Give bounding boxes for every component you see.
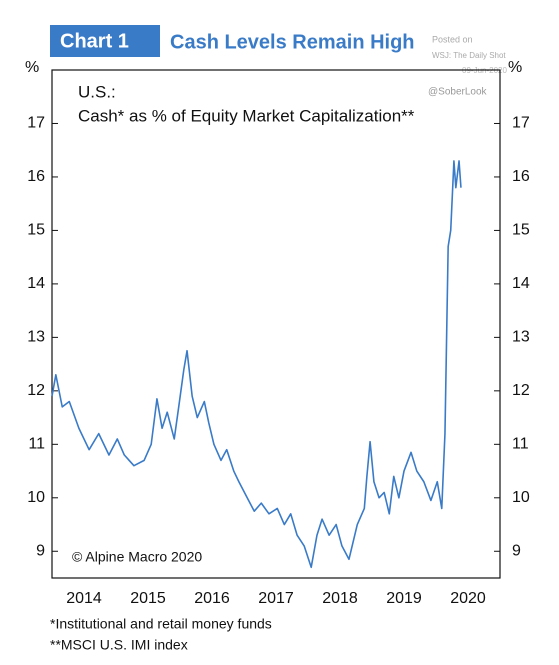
x-tick-label: 2017: [258, 590, 294, 607]
series-line: [51, 160, 462, 569]
subtitle: Cash* as % of Equity Market Capitalizati…: [78, 106, 415, 125]
y2-tick-label: 10: [512, 489, 530, 506]
y2-tick-label: 16: [512, 168, 530, 185]
x-tick-label: 2014: [66, 590, 102, 607]
footnote: **MSCI U.S. IMI index: [50, 637, 188, 653]
y2-tick-label: 17: [512, 115, 530, 132]
y-tick-label: 13: [27, 329, 45, 346]
watermark: WSJ: The Daily Shot: [432, 51, 506, 60]
chart-title: Cash Levels Remain High: [170, 31, 415, 53]
y-tick-label: 10: [27, 489, 45, 506]
y2-tick-label: 13: [512, 329, 530, 346]
y2-tick-label: 15: [512, 222, 530, 239]
y-tick-label: 15: [27, 222, 45, 239]
x-tick-label: 2018: [322, 590, 358, 607]
y-tick-label: 16: [27, 168, 45, 185]
y-tick-label: 9: [36, 542, 45, 559]
y-tick-label: 17: [27, 115, 45, 132]
y-tick-label: 11: [28, 436, 45, 453]
watermark: @SoberLook: [428, 87, 488, 98]
x-tick-label: 2020: [450, 590, 486, 607]
y2-tick-label: 14: [512, 275, 530, 292]
label-box: [50, 25, 160, 57]
watermark: 09-Jun-2020: [462, 66, 507, 75]
subtitle: U.S.:: [78, 82, 116, 101]
y-tick-label: 14: [27, 275, 45, 292]
x-tick-label: 2019: [386, 590, 422, 607]
y2-tick-label: 9: [512, 542, 521, 559]
x-tick-label: 2016: [194, 590, 230, 607]
y2-unit: %: [508, 59, 522, 76]
y-tick-label: 12: [27, 382, 45, 399]
y-unit: %: [25, 59, 39, 76]
watermark: Posted on: [432, 34, 473, 44]
y2-tick-label: 12: [512, 382, 530, 399]
plot-frame: [51, 69, 501, 579]
x-tick-label: 2015: [130, 590, 166, 607]
footnote: *Institutional and retail money funds: [50, 616, 272, 632]
chart-label: Chart 1: [60, 30, 129, 52]
y2-tick-label: 11: [512, 436, 529, 453]
source: © Alpine Macro 2020: [72, 549, 202, 565]
